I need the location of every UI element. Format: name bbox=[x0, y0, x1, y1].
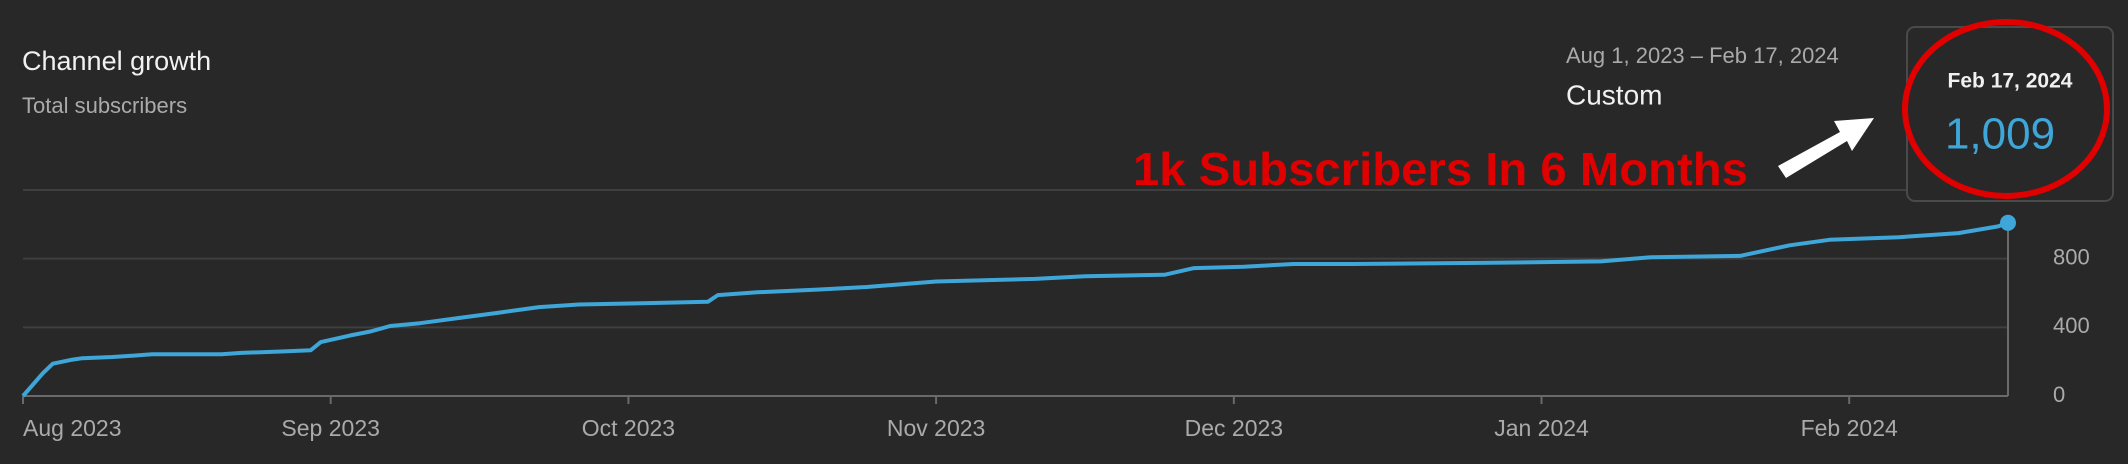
y-tick-label: 0 bbox=[2053, 382, 2065, 407]
x-tick-label: Feb 2024 bbox=[1801, 415, 1898, 441]
chart-title: Channel growth bbox=[22, 46, 211, 76]
x-tick-label: Oct 2023 bbox=[582, 415, 675, 441]
y-tick-label: 400 bbox=[2053, 313, 2090, 338]
x-tick-label: Jan 2024 bbox=[1494, 415, 1589, 441]
tooltip-value: 1,009 bbox=[1945, 110, 2055, 159]
y-tick-label: 800 bbox=[2053, 244, 2090, 269]
period[interactable]: Custom bbox=[1566, 79, 1662, 110]
line bbox=[21, 220, 2009, 398]
x-tick-label: Nov 2023 bbox=[887, 415, 985, 441]
highlight-circle bbox=[1902, 19, 2110, 199]
tooltip-date: Feb 17, 2024 bbox=[1948, 70, 2073, 93]
x-tick-label: Sep 2023 bbox=[281, 415, 379, 441]
date-range[interactable]: Aug 1, 2023 – Feb 17, 2024 bbox=[1566, 43, 1839, 68]
chart-subtitle: Total subscribers bbox=[22, 93, 187, 118]
x-tick-label: Aug 2023 bbox=[23, 415, 121, 441]
arrow bbox=[1778, 118, 1874, 178]
hover-point bbox=[2000, 214, 2016, 231]
x-tick-label: Dec 2023 bbox=[1185, 415, 1283, 441]
annotation: 1k Subscribers In 6 Months bbox=[1133, 143, 1748, 195]
